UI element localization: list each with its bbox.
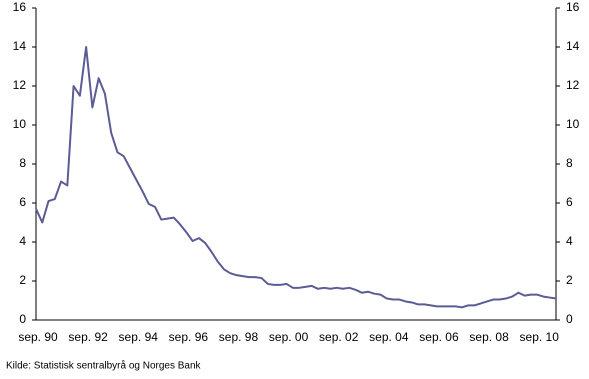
- x-tick-label: sep. 98: [219, 330, 259, 344]
- y-tick-label: 10: [13, 117, 27, 131]
- y-tick-label: 0: [19, 312, 26, 326]
- y2-tick-label: 2: [566, 273, 573, 287]
- y2-tick-label: 4: [566, 234, 573, 248]
- data-line: [35, 46, 557, 309]
- y2-tick-label: 10: [566, 117, 580, 131]
- y2-tick-label: 16: [566, 0, 580, 14]
- y2-tick-label: 12: [566, 78, 580, 92]
- y2-tick-label: 0: [566, 312, 573, 326]
- source-note: Kilde: Statistisk sentralbyrå og Norges …: [6, 360, 202, 372]
- y2-tick-label: 8: [566, 156, 573, 170]
- x-tick-label: sep. 08: [469, 330, 509, 344]
- x-tick-label: sep. 96: [169, 330, 209, 344]
- x-tick-label: sep. 94: [119, 330, 159, 344]
- y-tick-label: 8: [19, 156, 26, 170]
- y-tick-label: 4: [19, 234, 26, 248]
- y-tick-label: 2: [19, 273, 26, 287]
- y-tick-label: 16: [13, 0, 27, 14]
- y-tick-label: 14: [13, 39, 27, 53]
- y2-tick-label: 6: [566, 195, 573, 209]
- x-tick-label: sep. 90: [18, 330, 58, 344]
- x-tick-label: sep. 00: [269, 330, 309, 344]
- y-tick-label: 6: [19, 195, 26, 209]
- x-tick-label: sep. 92: [68, 330, 108, 344]
- x-tick-label: sep. 06: [419, 330, 459, 344]
- x-tick-label: sep. 02: [319, 330, 359, 344]
- y-tick-label: 12: [13, 78, 27, 92]
- x-tick-label: sep. 04: [369, 330, 409, 344]
- y2-tick-label: 14: [566, 39, 580, 53]
- x-tick-label: sep. 10: [520, 330, 560, 344]
